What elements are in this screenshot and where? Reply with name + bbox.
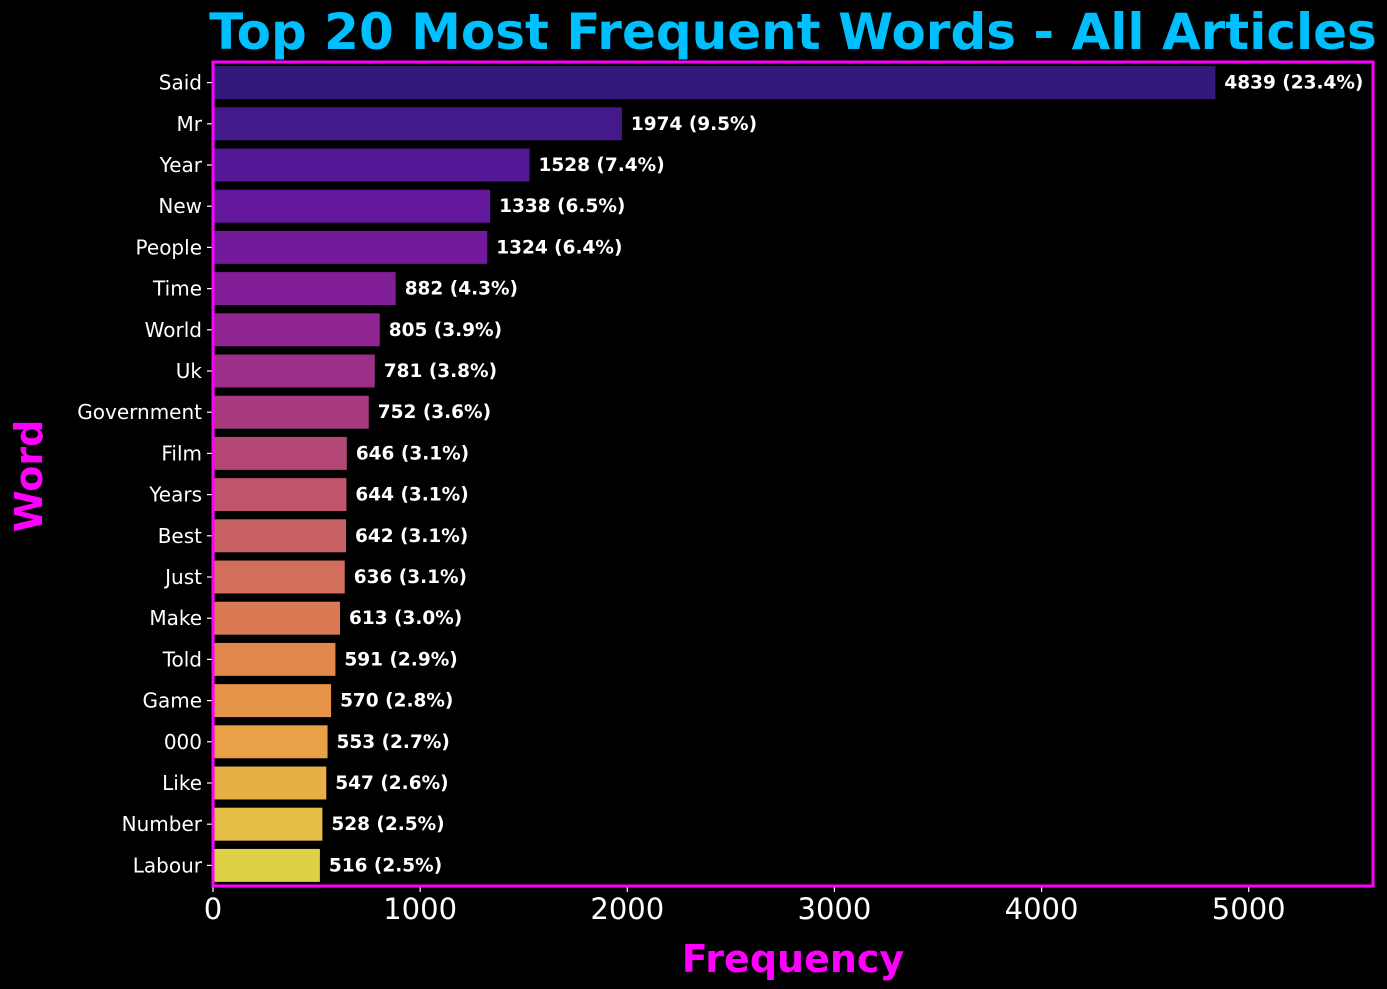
y-tick-label: Labour bbox=[133, 853, 203, 877]
bar-value-label: 752 (3.6%) bbox=[378, 402, 491, 423]
y-tick-label: 000 bbox=[164, 730, 202, 754]
plot-frame bbox=[211, 60, 1375, 888]
bar-value-label: 636 (3.1%) bbox=[354, 567, 467, 588]
bar-best bbox=[213, 519, 346, 553]
bar-value-label: 553 (2.7%) bbox=[337, 732, 450, 753]
bar-labels-group: 4839 (23.4%) 1974 (9.5%) 1528 (7.4%) 1338 (… bbox=[329, 73, 1364, 877]
x-tick-label: 3000 bbox=[798, 892, 872, 926]
x-tick-label: 0 bbox=[204, 892, 222, 926]
bar-value-label: 642 (3.1%) bbox=[355, 526, 468, 547]
bar-000 bbox=[213, 725, 328, 759]
bar-value-label: 644 (3.1%) bbox=[355, 485, 468, 506]
bar-value-label: 646 (3.1%) bbox=[356, 443, 469, 464]
bar-value-label: 516 (2.5%) bbox=[329, 855, 442, 876]
y-tick-label: Film bbox=[161, 441, 202, 465]
y-tick-label: Like bbox=[162, 771, 202, 795]
bar-value-label: 547 (2.6%) bbox=[335, 773, 448, 794]
y-tick-label: Years bbox=[148, 483, 202, 507]
y-tick-label: Game bbox=[142, 689, 202, 713]
x-tick-label: 1000 bbox=[383, 892, 457, 926]
y-tick-label: Uk bbox=[176, 359, 203, 383]
bar-time bbox=[213, 272, 396, 306]
bar-value-label: 4839 (23.4%) bbox=[1224, 73, 1363, 94]
x-axis-label: Frequency bbox=[682, 937, 905, 981]
y-tick-label: New bbox=[158, 194, 202, 218]
y-tick-label: Number bbox=[122, 812, 203, 836]
bar-film bbox=[213, 436, 347, 470]
bar-government bbox=[213, 395, 369, 429]
y-axis-label: Word bbox=[7, 420, 51, 533]
bar-year bbox=[213, 148, 530, 182]
bar-mr bbox=[213, 107, 622, 141]
bar-value-label: 1324 (6.4%) bbox=[496, 237, 622, 258]
y-tick-label: Said bbox=[159, 71, 202, 95]
bar-told bbox=[213, 642, 336, 676]
x-tick-label: 2000 bbox=[590, 892, 664, 926]
bar-just bbox=[213, 560, 345, 594]
bar-make bbox=[213, 601, 340, 635]
bar-value-label: 1338 (6.5%) bbox=[499, 196, 625, 217]
y-tick-label: Told bbox=[162, 647, 202, 671]
bar-value-label: 882 (4.3%) bbox=[405, 279, 518, 300]
chart-title: Top 20 Most Frequent Words - All Article… bbox=[209, 3, 1377, 61]
y-tick-label: People bbox=[136, 235, 202, 259]
bar-value-label: 528 (2.5%) bbox=[331, 814, 444, 835]
bar-value-label: 805 (3.9%) bbox=[389, 320, 502, 341]
bar-value-label: 1974 (9.5%) bbox=[631, 114, 757, 135]
bar-number bbox=[213, 807, 323, 841]
y-tick-label: Mr bbox=[177, 112, 203, 136]
bar-labour bbox=[213, 848, 320, 882]
y-tick-label: Make bbox=[149, 606, 202, 630]
bar-new bbox=[213, 189, 491, 223]
y-tick-label: Year bbox=[159, 153, 203, 177]
y-tick-label: Government bbox=[77, 400, 202, 424]
bar-value-label: 570 (2.8%) bbox=[340, 691, 453, 712]
bar-value-label: 591 (2.9%) bbox=[344, 649, 457, 670]
bar-uk bbox=[213, 354, 375, 388]
bar-value-label: 781 (3.8%) bbox=[384, 361, 497, 382]
x-tick-label: 4000 bbox=[1005, 892, 1079, 926]
y-tick-label: Just bbox=[163, 565, 202, 589]
bar-people bbox=[213, 230, 488, 264]
bar-said bbox=[213, 66, 1216, 100]
y-tick-label: Best bbox=[158, 524, 202, 548]
x-axis-ticks: 0 1000 2000 3000 4000 5000 bbox=[204, 886, 1286, 926]
y-axis-ticks: Said Mr Year New People Time World Uk Government… bbox=[77, 71, 213, 877]
bar-value-label: 1528 (7.4%) bbox=[539, 155, 665, 176]
bar-value-label: 613 (3.0%) bbox=[349, 608, 462, 629]
bar-like bbox=[213, 766, 327, 800]
y-tick-label: Time bbox=[152, 277, 202, 301]
bars-group bbox=[213, 66, 1216, 882]
bar-game bbox=[213, 684, 332, 718]
x-tick-label: 5000 bbox=[1212, 892, 1286, 926]
bar-world bbox=[213, 313, 380, 347]
y-tick-label: World bbox=[145, 318, 202, 342]
bar-years bbox=[213, 478, 347, 512]
